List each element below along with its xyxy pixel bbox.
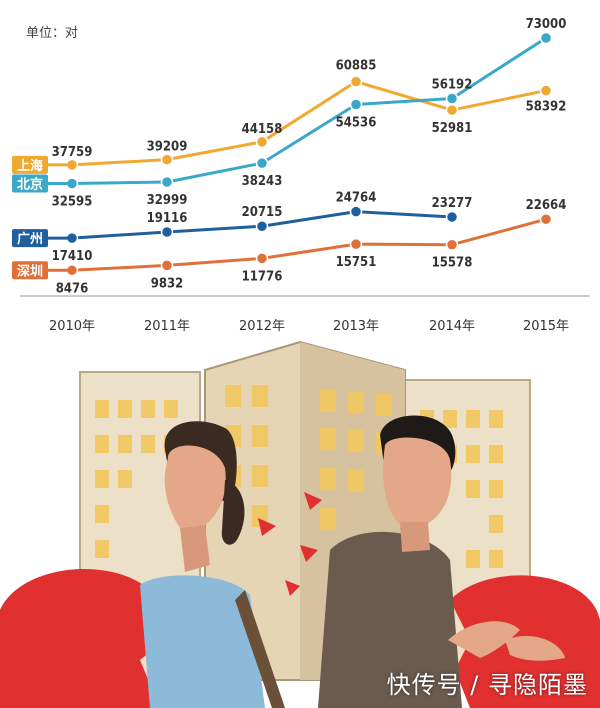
series-line-1	[71, 36, 547, 185]
data-label: 15751	[336, 255, 377, 270]
data-label: 22664	[526, 198, 567, 213]
data-label: 44158	[242, 122, 283, 137]
data-point	[160, 175, 174, 189]
data-label: 58392	[526, 100, 567, 115]
woman-figure	[140, 421, 285, 708]
man-figure	[318, 415, 565, 708]
data-label: 20715	[242, 205, 283, 220]
data-label: 11776	[242, 269, 283, 284]
data-label: 15578	[432, 256, 473, 271]
divorce-illustration	[0, 340, 600, 708]
data-label: 56192	[432, 78, 473, 93]
data-point	[539, 212, 553, 226]
data-point	[349, 75, 363, 88]
data-point	[255, 156, 269, 170]
data-point	[539, 31, 553, 45]
legend-tag	[12, 155, 48, 174]
heart-shards	[258, 492, 322, 596]
data-label: 24764	[336, 191, 377, 206]
heart-left-half	[0, 568, 165, 708]
x-tick-label: 2014年	[429, 319, 475, 334]
series-line-0	[71, 80, 547, 167]
chart-area: 单位：对 2010年 2011年 2012年 2013年 2014年 2015年 37759…	[0, 0, 600, 340]
data-label: 60885	[336, 59, 377, 74]
data-point	[349, 98, 363, 111]
data-point	[255, 135, 269, 149]
data-point	[349, 237, 363, 251]
data-point	[160, 259, 174, 272]
line-chart: 2010年 2011年 2012年 2013年 2014年 2015年 37759 39209…	[12, 17, 590, 334]
x-tick-label: 2013年	[333, 319, 379, 334]
x-tick-label: 2010年	[49, 319, 95, 334]
data-label: 19116	[147, 211, 188, 226]
data-label: 37759	[52, 145, 93, 160]
legend-label: 北京	[17, 176, 43, 192]
legend-tag	[12, 229, 48, 248]
data-label: 52981	[432, 121, 473, 136]
data-label: 9832	[151, 276, 184, 291]
data-point	[445, 238, 459, 251]
data-label: 8476	[56, 281, 89, 296]
data-label: 54536	[336, 115, 377, 130]
data-point	[445, 210, 459, 224]
unit-label: 单位：对	[26, 26, 79, 41]
legend-tag	[12, 174, 48, 193]
data-point	[255, 252, 269, 265]
data-label: 32999	[147, 193, 188, 208]
data-label: 17410	[52, 249, 93, 264]
data-point	[349, 205, 363, 218]
series-line-3	[71, 217, 547, 272]
watermark-text: 快传号 / 寻隐陌墨	[386, 671, 588, 699]
legend-label: 深圳	[17, 263, 43, 279]
legend-label: 上海	[17, 158, 43, 174]
data-point	[255, 219, 269, 233]
data-point	[539, 84, 553, 97]
legend-tag	[12, 261, 48, 280]
legend-label: 广州	[17, 231, 43, 247]
data-label: 73000	[526, 17, 567, 32]
x-tick-label: 2012年	[239, 319, 285, 334]
data-label: 39209	[147, 140, 188, 155]
data-point	[160, 225, 174, 239]
data-label: 23277	[432, 196, 473, 211]
data-point	[160, 153, 174, 166]
data-label: 38243	[242, 174, 283, 189]
data-label: 32595	[52, 194, 93, 209]
data-point	[445, 103, 459, 117]
data-point	[445, 92, 459, 105]
x-tick-label: 2011年	[144, 319, 190, 334]
x-tick-label: 2015年	[523, 319, 569, 334]
